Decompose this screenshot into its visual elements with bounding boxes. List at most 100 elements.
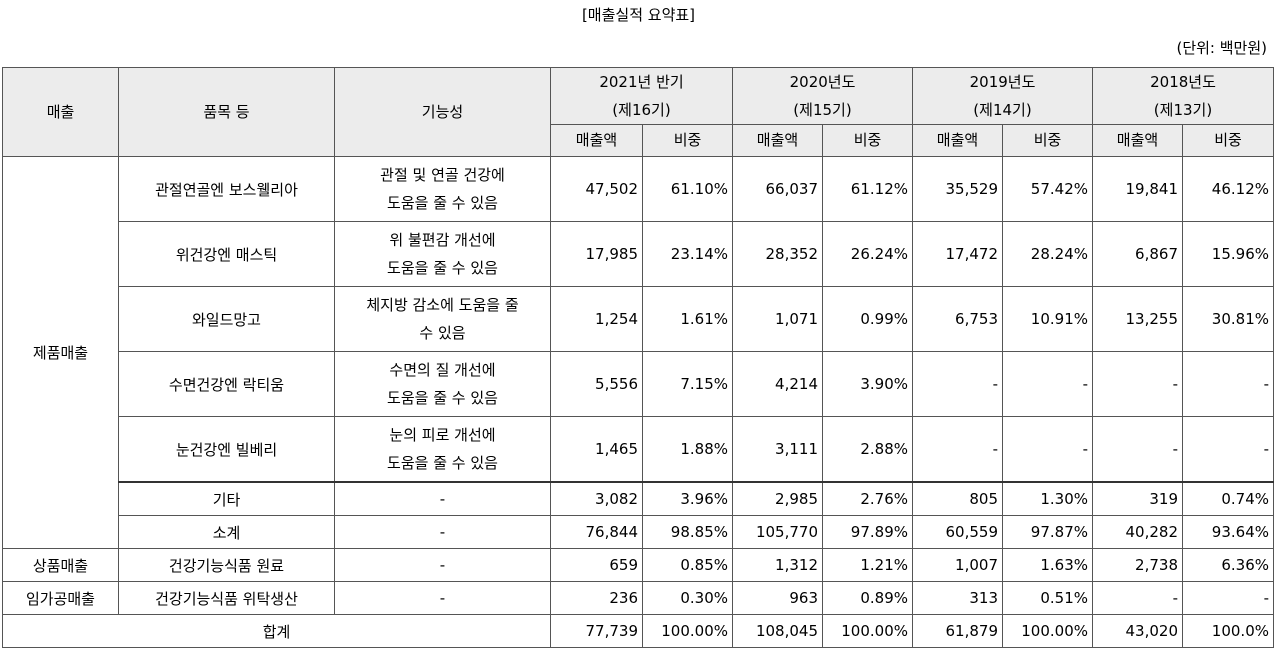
category-cell: 임가공매출: [2, 581, 119, 615]
function-line: 관절 및 연골 건강에: [380, 166, 505, 184]
header-amount: 매출액: [550, 124, 643, 157]
table-row: 상품매출 건강기능식품 원료 -659 0.85% 1,312 1.21% 1,007 1.6…: [2, 548, 1274, 582]
amount-cell: 76,844: [550, 515, 643, 549]
amount-cell: 319: [1092, 481, 1183, 516]
ratio-cell: 97.89%: [822, 515, 913, 549]
ratio-cell: 46.12%: [1182, 156, 1274, 222]
sales-summary-table: 매출 품목 등 기능성 2021년 반기 (제16기) 2020년도 (제15기) …: [2, 67, 1274, 648]
header-amount: 매출액: [732, 124, 823, 157]
header-period: 2019년도 (제14기): [912, 67, 1093, 125]
ratio-cell: 0.85%: [642, 548, 733, 582]
function-line: 수 있음: [419, 324, 466, 342]
table-row: 제품매출 관절연골엔 보스웰리아 관절 및 연골 건강에 도움을 줄 수 있음 47,5…: [2, 156, 1274, 549]
function-line: 수면의 질 개선에: [389, 361, 496, 379]
ratio-cell: 100.00%: [1002, 614, 1093, 648]
ratio-cell: 98.85%: [642, 515, 733, 549]
function-line: 눈의 피로 개선에: [389, 426, 496, 444]
table-row: 소계 -76,844 98.85% 105,770 97.89% 60,559 97.87%…: [3, 515, 1274, 549]
item-cell: 관절연골엔 보스웰리아: [118, 156, 335, 222]
table-row: 눈건강엔 빌베리 눈의 피로 개선에 도움을 줄 수 있음 1,465 1.88% 3,1…: [3, 416, 1274, 483]
amount-cell: 3,111: [732, 416, 823, 483]
ratio-cell: -: [1002, 351, 1093, 417]
ratio-cell: 61.12%: [822, 156, 913, 222]
ratio-cell: 61.10%: [642, 156, 733, 222]
function-cell: -: [334, 581, 551, 615]
total-label: 합계: [2, 614, 551, 648]
header-function: 기능성: [334, 67, 551, 157]
function-cell: 수면의 질 개선에 도움을 줄 수 있음: [334, 351, 551, 417]
ratio-cell: 7.15%: [642, 351, 733, 417]
header-ratio: 비중: [1182, 124, 1274, 157]
table-title: [매출실적 요약표]: [581, 6, 696, 24]
item-cell: 건강기능식품 원료: [118, 548, 335, 582]
amount-cell: 40,282: [1092, 515, 1183, 549]
header-amount: 매출액: [1092, 124, 1183, 157]
function-line: 도움을 줄 수 있음: [387, 259, 498, 277]
table-row: 기타 -3,082 3.96% 2,985 2.76% 805 1.30% 319 0.74%: [3, 481, 1274, 516]
amount-cell: 963: [732, 581, 823, 615]
amount-cell: 13,255: [1092, 286, 1183, 352]
amount-cell: 66,037: [732, 156, 823, 222]
ratio-cell: 0.89%: [822, 581, 913, 615]
ratio-cell: 15.96%: [1182, 221, 1274, 287]
amount-cell: 3,082: [550, 481, 643, 516]
amount-cell: 28,352: [732, 221, 823, 287]
ratio-cell: -: [1182, 581, 1274, 615]
ratio-cell: 93.64%: [1182, 515, 1274, 549]
ratio-cell: 0.30%: [642, 581, 733, 615]
item-cell: 소계: [118, 515, 335, 549]
amount-cell: -: [912, 351, 1003, 417]
amount-cell: 4,214: [732, 351, 823, 417]
amount-cell: 313: [912, 581, 1003, 615]
header-period: 2018년도 (제13기): [1092, 67, 1274, 125]
amount-cell: 6,867: [1092, 221, 1183, 287]
amount-cell: 60,559: [912, 515, 1003, 549]
amount-cell: -: [1092, 351, 1183, 417]
amount-cell: 2,738: [1092, 548, 1183, 582]
function-cell: -: [334, 515, 551, 549]
header-sales: 매출: [2, 67, 119, 157]
ratio-cell: 57.42%: [1002, 156, 1093, 222]
function-line: 도움을 줄 수 있음: [387, 454, 498, 472]
header-item: 품목 등: [118, 67, 335, 157]
ratio-cell: 1.61%: [642, 286, 733, 352]
amount-cell: 17,985: [550, 221, 643, 287]
amount-cell: 17,472: [912, 221, 1003, 287]
ratio-cell: 2.76%: [822, 481, 913, 516]
table-row: 임가공매출 건강기능식품 위탁생산 -236 0.30% 963 0.89% 313 0.51…: [2, 581, 1274, 615]
item-cell: 눈건강엔 빌베리: [118, 416, 335, 483]
category-cell: 제품매출: [2, 156, 119, 549]
amount-cell: 236: [550, 581, 643, 615]
function-line: 위 불편감 개선에: [389, 231, 496, 249]
ratio-cell: 26.24%: [822, 221, 913, 287]
amount-cell: 5,556: [550, 351, 643, 417]
ratio-cell: 100.00%: [822, 614, 913, 648]
amount-cell: -: [1092, 581, 1183, 615]
ratio-cell: 3.96%: [642, 481, 733, 516]
ratio-cell: 2.88%: [822, 416, 913, 483]
header-period: 2020년도 (제15기): [732, 67, 913, 125]
header-period: 2021년 반기 (제16기): [550, 67, 733, 125]
item-cell: 와일드망고: [118, 286, 335, 352]
item-cell: 수면건강엔 락티움: [118, 351, 335, 417]
ratio-cell: 6.36%: [1182, 548, 1274, 582]
amount-cell: 1,071: [732, 286, 823, 352]
ratio-cell: 23.14%: [642, 221, 733, 287]
function-cell: -: [334, 548, 551, 582]
ratio-cell: -: [1002, 416, 1093, 483]
amount-cell: 805: [912, 481, 1003, 516]
ratio-cell: 1.21%: [822, 548, 913, 582]
ratio-cell: 100.00%: [642, 614, 733, 648]
ratio-cell: 30.81%: [1182, 286, 1274, 352]
item-cell: 건강기능식품 위탁생산: [118, 581, 335, 615]
function-line: 도움을 줄 수 있음: [387, 194, 498, 212]
header-ratio: 비중: [642, 124, 733, 157]
amount-cell: 19,841: [1092, 156, 1183, 222]
ratio-cell: 3.90%: [822, 351, 913, 417]
amount-cell: 47,502: [550, 156, 643, 222]
ratio-cell: 28.24%: [1002, 221, 1093, 287]
